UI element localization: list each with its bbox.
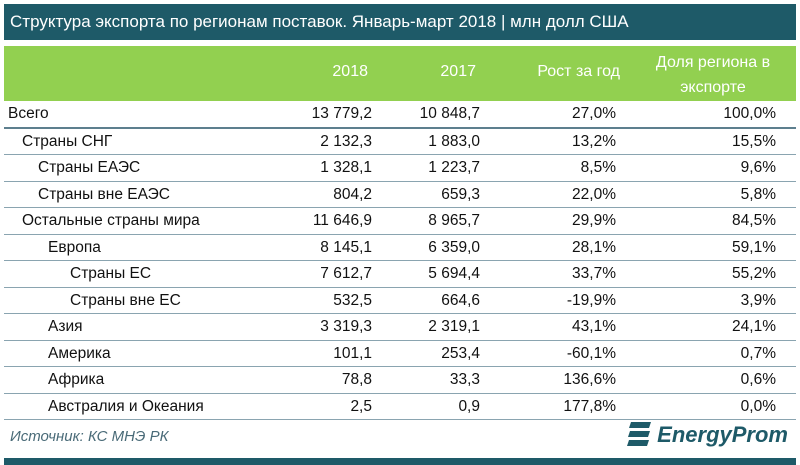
cell-value: 5 694,4 xyxy=(428,265,480,282)
cell-value: 43,1% xyxy=(572,318,616,335)
row-label: Страны ЕАЭС xyxy=(38,159,141,176)
cell-value: 6 359,0 xyxy=(428,238,480,256)
energyprom-logo: EnergyProm xyxy=(627,420,788,450)
logo-icon xyxy=(627,422,652,446)
col-header-2018: 2018 xyxy=(332,63,368,80)
source-note: Источник: КС МНЭ РК xyxy=(10,428,169,445)
cell-value: 0,7% xyxy=(740,344,776,362)
bottom-bar xyxy=(4,458,796,465)
row-label: Страны вне ЕАЭС xyxy=(38,185,170,203)
cell-value: 33,7% xyxy=(572,265,616,282)
cell-value: 177,8% xyxy=(563,397,616,415)
row-label: Страны СНГ xyxy=(22,132,113,150)
row-label: Европа xyxy=(48,238,101,256)
cell-value: 5,8% xyxy=(740,185,776,203)
row-label: Азия xyxy=(48,318,83,335)
cell-value: 0,0% xyxy=(740,397,776,415)
table-title: Структура экспорта по регионам поставок.… xyxy=(4,4,796,40)
table-row: Америка 101,1 253,4 -60,1% 0,7% xyxy=(4,341,796,367)
cell-value: 136,6% xyxy=(563,371,616,388)
col-header-share: Доля региона в экспорте xyxy=(655,54,771,96)
cell-value: 101,1 xyxy=(333,344,372,362)
cell-value: 22,0% xyxy=(572,185,616,203)
cell-value: 10 848,7 xyxy=(419,105,480,122)
table-row: Австралия и Океания 2,5 0,9 177,8% 0,0% xyxy=(4,394,796,420)
cell-value: 13,2% xyxy=(572,132,616,150)
row-label: Всего xyxy=(8,105,49,122)
table-row: Страны СНГ 2 132,3 1 883,0 13,2% 15,5% xyxy=(4,129,796,155)
cell-value: -60,1% xyxy=(566,344,616,362)
cell-value: 28,1% xyxy=(572,238,616,256)
cell-value: 2,5 xyxy=(350,397,372,415)
cell-value: 8 965,7 xyxy=(428,212,480,229)
row-label: Страны вне ЕС xyxy=(70,291,181,309)
table-row: Страны вне ЕАЭС 804,2 659,3 22,0% 5,8% xyxy=(4,182,796,208)
cell-value: 3 319,3 xyxy=(320,318,372,335)
logo-text: EnergyProm xyxy=(657,422,788,447)
cell-value: 27,0% xyxy=(572,105,616,122)
cell-value: 8,5% xyxy=(580,159,616,176)
row-label: Страны ЕС xyxy=(70,265,152,282)
cell-value: 804,2 xyxy=(333,185,372,203)
cell-value: 1 883,0 xyxy=(428,132,480,150)
cell-value: 1 223,7 xyxy=(428,159,480,176)
table-row: Европа 8 145,1 6 359,0 28,1% 59,1% xyxy=(4,235,796,261)
cell-value: 9,6% xyxy=(740,159,776,176)
table-row: Страны вне ЕС 532,5 664,6 -19,9% 3,9% xyxy=(4,288,796,314)
table-row: Страны ЕС 7 612,7 5 694,4 33,7% 55,2% xyxy=(4,261,796,288)
cell-value: 7 612,7 xyxy=(320,265,372,282)
cell-value: 2 132,3 xyxy=(320,132,372,150)
cell-value: 532,5 xyxy=(333,291,372,309)
cell-value: 0,9 xyxy=(458,397,480,415)
col-header-2017: 2017 xyxy=(440,63,476,80)
table-row: Остальные страны мира 11 646,9 8 965,7 29,9… xyxy=(4,208,796,235)
table-body: Всего 13 779,2 10 848,7 27,0% 100,0% Страны С… xyxy=(4,101,796,420)
cell-value: 33,3 xyxy=(449,371,480,388)
table-row: Всего 13 779,2 10 848,7 27,0% 100,0% xyxy=(4,101,796,129)
cell-value: 2 319,1 xyxy=(428,318,480,335)
cell-value: 3,9% xyxy=(740,291,776,309)
cell-value: 11 646,9 xyxy=(312,212,372,229)
table-row: Азия 3 319,3 2 319,1 43,1% 24,1% xyxy=(4,314,796,341)
cell-value: 29,9% xyxy=(572,212,616,229)
cell-value: 100,0% xyxy=(723,105,776,122)
row-label: Америка xyxy=(48,344,111,362)
cell-value: 659,3 xyxy=(441,185,480,203)
cell-value: -19,9% xyxy=(566,291,616,309)
table-row: Страны ЕАЭС 1 328,1 1 223,7 8,5% 9,6% xyxy=(4,155,796,182)
cell-value: 59,1% xyxy=(732,238,776,256)
cell-value: 1 328,1 xyxy=(320,159,372,176)
row-label: Австралия и Океания xyxy=(48,397,204,415)
table-header: 2018 2017 Рост за год Доля региона в экс… xyxy=(4,46,796,101)
cell-value: 664,6 xyxy=(441,291,480,309)
row-label: Африка xyxy=(48,371,105,388)
cell-value: 15,5% xyxy=(732,132,776,150)
table-row: Африка 78,8 33,3 136,6% 0,6% xyxy=(4,367,796,394)
cell-value: 24,1% xyxy=(732,318,776,335)
cell-value: 84,5% xyxy=(732,212,776,229)
cell-value: 8 145,1 xyxy=(320,238,372,256)
cell-value: 78,8 xyxy=(341,371,372,388)
row-label: Остальные страны мира xyxy=(22,212,200,229)
col-header-growth: Рост за год xyxy=(537,63,620,80)
cell-value: 253,4 xyxy=(441,344,480,362)
cell-value: 13 779,2 xyxy=(311,105,372,122)
cell-value: 55,2% xyxy=(732,265,776,282)
cell-value: 0,6% xyxy=(740,371,776,388)
